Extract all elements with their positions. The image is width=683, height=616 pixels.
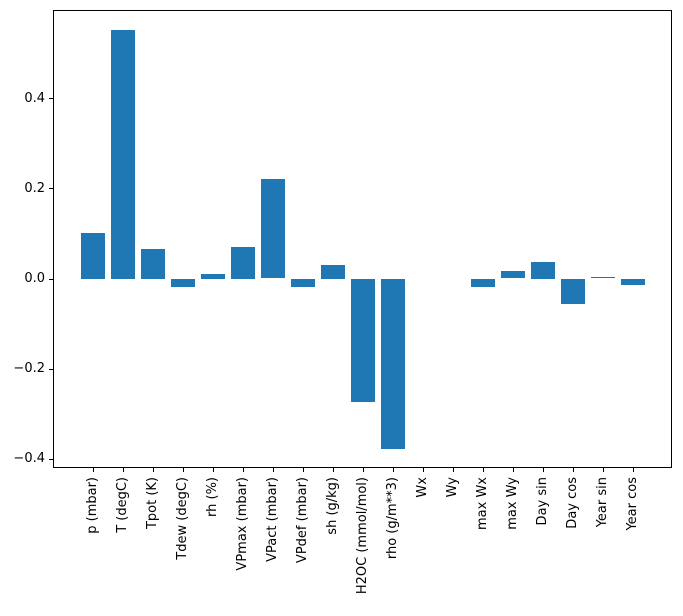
x-tick-mark <box>393 468 394 472</box>
bar-18 <box>621 279 645 285</box>
y-tick-mark <box>49 279 53 280</box>
x-tick-mark <box>573 468 574 472</box>
bar-6 <box>261 179 285 278</box>
x-tick-label: Wx <box>415 477 430 498</box>
y-tick-label: 0.4 <box>24 91 45 106</box>
x-tick-label: p (mbar) <box>85 477 100 534</box>
y-tick-label: 0.0 <box>24 271 45 286</box>
y-tick-label: −0.2 <box>13 361 45 376</box>
bar-7 <box>291 279 315 287</box>
x-tick-label: max Wy <box>505 477 520 530</box>
x-tick-mark <box>633 468 634 472</box>
bar-10 <box>381 279 405 449</box>
y-tick-mark <box>49 188 53 189</box>
x-tick-mark <box>483 468 484 472</box>
x-tick-label: rh (%) <box>205 477 220 517</box>
bar-9 <box>351 279 375 402</box>
bar-13 <box>471 279 495 287</box>
x-tick-label: max Wx <box>475 477 490 531</box>
x-tick-label: VPmax (mbar) <box>235 477 250 571</box>
bar-17 <box>591 277 615 278</box>
x-tick-mark <box>423 468 424 472</box>
x-tick-mark <box>543 468 544 472</box>
bar-14 <box>501 271 525 278</box>
x-tick-mark <box>603 468 604 472</box>
x-tick-label: Year cos <box>625 477 640 531</box>
x-tick-label: Day sin <box>535 477 550 526</box>
x-tick-label: H2OC (mmol/mol) <box>355 477 370 595</box>
x-tick-label: sh (g/kg) <box>325 477 340 535</box>
x-tick-mark <box>243 468 244 472</box>
x-tick-label: Tdew (degC) <box>175 477 190 560</box>
x-tick-mark <box>303 468 304 472</box>
x-tick-mark <box>273 468 274 472</box>
y-tick-label: 0.2 <box>24 181 45 196</box>
bar-15 <box>531 262 555 279</box>
x-tick-label: T (degC) <box>115 477 130 533</box>
x-tick-mark <box>363 468 364 472</box>
x-tick-mark <box>213 468 214 472</box>
y-tick-mark <box>49 459 53 460</box>
x-tick-label: Wy <box>445 477 460 498</box>
x-tick-label: rho (g/m**3) <box>385 477 400 560</box>
x-tick-label: VPdef (mbar) <box>295 477 310 564</box>
bar-0 <box>81 233 105 279</box>
plot-area <box>53 10 672 468</box>
x-tick-label: VPact (mbar) <box>265 477 280 562</box>
bar-8 <box>321 265 345 279</box>
x-tick-mark <box>123 468 124 472</box>
x-tick-mark <box>453 468 454 472</box>
x-tick-label: Year sin <box>595 477 610 528</box>
x-tick-label: Day cos <box>565 477 580 529</box>
bar-4 <box>201 274 225 279</box>
x-tick-mark <box>183 468 184 472</box>
y-tick-mark <box>49 369 53 370</box>
bar-2 <box>141 249 165 279</box>
y-tick-mark <box>49 98 53 99</box>
bar-3 <box>171 279 195 287</box>
x-tick-mark <box>153 468 154 472</box>
bar-1 <box>111 30 135 279</box>
x-tick-label: Tpot (K) <box>145 477 160 530</box>
bar-5 <box>231 247 255 279</box>
x-tick-mark <box>513 468 514 472</box>
x-tick-mark <box>93 468 94 472</box>
x-tick-mark <box>333 468 334 472</box>
bar-16 <box>561 279 585 304</box>
y-tick-label: −0.4 <box>13 451 45 466</box>
